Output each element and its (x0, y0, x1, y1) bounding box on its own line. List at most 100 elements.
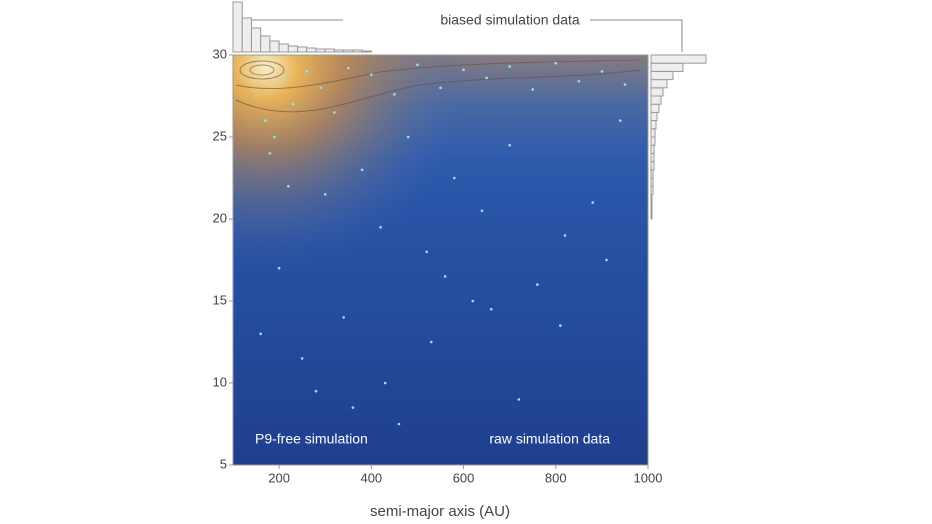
x-histogram-bar (361, 50, 372, 53)
plot-frame (232, 54, 649, 466)
y-histogram-bar (650, 62, 684, 72)
scatter-point (370, 73, 373, 76)
y-histogram-bar (650, 120, 657, 130)
x-histogram-bar (306, 47, 317, 53)
scatter-point (600, 70, 604, 73)
y-tick-label: 30 (213, 46, 227, 61)
y-histogram-bar (650, 136, 656, 146)
scatter-point (282, 78, 286, 81)
annotation: raw simulation data (489, 431, 610, 447)
scatter-point (323, 193, 327, 196)
scatter-point (379, 225, 382, 229)
contours (235, 59, 641, 113)
x-histogram-bar (278, 43, 289, 53)
x-histogram-bar (269, 40, 280, 53)
density-peak (233, 55, 648, 465)
x-histogram-bar (315, 48, 326, 53)
y-histogram-bar (650, 128, 656, 138)
x-histogram-bar (324, 48, 335, 53)
y-histogram-bar (650, 202, 653, 212)
y-histogram-bar (650, 95, 662, 105)
y-histogram-bar (650, 161, 655, 171)
x-histogram-bar (232, 1, 243, 53)
scatter-point (263, 119, 267, 122)
x-tick-label: 200 (268, 470, 290, 485)
scatter-point (577, 79, 581, 83)
y-tick-label: 10 (213, 374, 227, 389)
scatter-point (536, 283, 539, 286)
y-histogram-bar (650, 193, 653, 204)
y-histogram-bar (650, 70, 674, 81)
scatter-point (480, 209, 484, 213)
scatter-point (508, 143, 511, 147)
y-histogram-bar (650, 111, 658, 122)
x-tick-label: 800 (545, 470, 567, 485)
x-histogram-bar (287, 45, 299, 53)
scatter-point (416, 63, 419, 67)
scatter-point (342, 316, 345, 319)
annotation: P9-free simulation (255, 431, 368, 447)
annotation: biased simulation data (440, 12, 580, 28)
scatter-point (619, 119, 622, 122)
scatter-point (254, 94, 258, 98)
scatter-point (485, 76, 488, 80)
y-tick-label: 15 (213, 292, 227, 307)
x-tick-label: 1000 (634, 470, 663, 485)
scatter-point (351, 406, 355, 409)
scatter-point (383, 381, 387, 385)
x-histogram-bar (250, 27, 262, 53)
x-histogram-bar (352, 49, 363, 53)
scatter-point (517, 398, 521, 401)
scatter-point (429, 340, 433, 344)
scatter-point (439, 86, 442, 90)
bracket (236, 19, 683, 52)
x-histogram-bar (333, 49, 345, 53)
scatter-point (605, 258, 608, 262)
x-histogram-bar (297, 46, 308, 53)
x-histogram-bar (260, 35, 271, 53)
scatter-point (259, 332, 262, 336)
scatter-point (314, 389, 318, 393)
scatter-point (360, 168, 364, 172)
scatter-point (346, 66, 350, 70)
y-histogram-bar (650, 144, 655, 154)
scatter-point (273, 135, 276, 139)
scatter-point (508, 65, 511, 68)
scatter-point (277, 266, 281, 270)
scatter-point (305, 70, 309, 73)
scatter-point (531, 88, 535, 91)
y-histogram-bar (650, 54, 707, 64)
scatter-point (397, 422, 401, 426)
scatter-point (563, 234, 567, 237)
y-histogram-bar (650, 152, 655, 163)
scatter-point (291, 102, 295, 106)
y-tick-label: 5 (220, 456, 227, 471)
y-tick-label: 25 (213, 128, 227, 143)
x-axis-label: semi-major axis (AU) (370, 503, 510, 520)
scatter-point (287, 184, 290, 188)
scatter-point (333, 111, 336, 114)
y-histogram-bar (650, 185, 654, 195)
scatter-point (319, 86, 322, 90)
x-histogram-bar (343, 49, 354, 53)
scatter-point (471, 299, 475, 303)
scatter-point (554, 61, 558, 65)
scatter-point (406, 135, 410, 139)
scatter-point (393, 93, 396, 96)
y-tick-label: 20 (213, 210, 227, 225)
scatter-point (559, 324, 562, 327)
scatter-point (489, 307, 493, 311)
x-tick-label: 600 (453, 470, 475, 485)
y-histogram-bar (650, 87, 664, 97)
scatter-point (425, 250, 428, 254)
scatter-point (591, 201, 594, 204)
x-tick-label: 400 (360, 470, 382, 485)
scatter-point (443, 275, 447, 278)
scatter-point (623, 83, 627, 86)
y-histogram-bar (650, 79, 668, 89)
scatter-point (462, 68, 465, 72)
scatter-point (453, 176, 456, 180)
y-histogram-bar (650, 169, 654, 179)
y-histogram-bar (650, 103, 660, 113)
scatter-point (268, 152, 272, 155)
